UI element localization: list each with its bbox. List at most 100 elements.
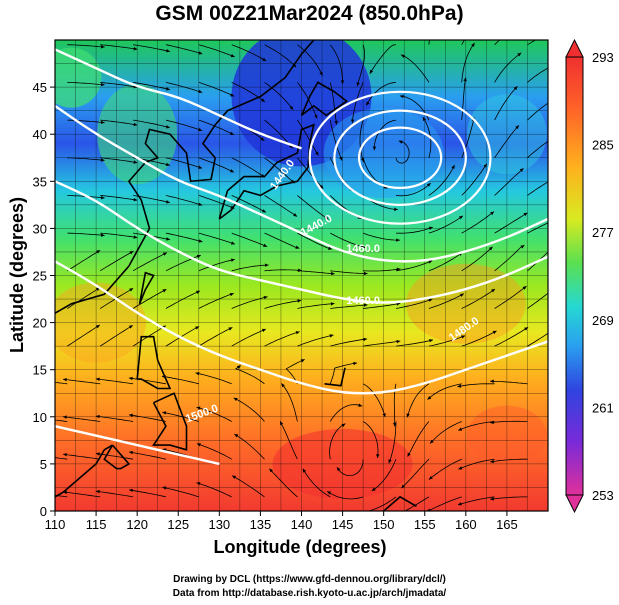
streamline — [527, 181, 548, 196]
streamline-arrow — [429, 338, 433, 343]
streamline-arrow — [315, 151, 319, 156]
streamline-arrow — [339, 156, 343, 161]
streamline — [527, 332, 548, 347]
streamline — [196, 482, 232, 498]
streamline — [527, 140, 548, 159]
streamline-arrow — [264, 263, 269, 267]
streamline-arrow — [30, 453, 34, 456]
streamline-arrow — [63, 415, 67, 419]
contour-line — [55, 260, 548, 395]
streamline-arrow — [428, 260, 433, 264]
streamline-arrow — [261, 209, 266, 213]
streamline — [297, 195, 329, 220]
streamline-arrow — [263, 295, 268, 300]
coastline — [138, 271, 155, 305]
streamline — [100, 232, 138, 238]
streamline-arrow — [100, 120, 105, 125]
streamline — [95, 490, 134, 498]
x-tick-label: 130 — [208, 517, 230, 532]
streamline — [362, 383, 386, 418]
streamline — [198, 44, 235, 58]
streamline-arrow — [363, 303, 368, 307]
y-axis-ticks: 0 5 10 15 20 25 30 35 40 45 — [33, 80, 55, 519]
contour-line — [55, 180, 548, 304]
streamline — [231, 82, 266, 103]
streamline-arrow — [228, 327, 233, 331]
streamline — [264, 82, 294, 111]
streamline-arrow — [520, 245, 525, 249]
streamline — [297, 44, 323, 76]
streamline-arrow — [100, 233, 105, 237]
streamline-arrow — [229, 131, 234, 135]
streamline-arrow — [336, 467, 341, 472]
streamline — [461, 246, 493, 272]
streamline — [461, 77, 467, 121]
streamline-arrow — [394, 207, 398, 211]
streamline-arrow — [398, 140, 403, 144]
streamline-arrow — [129, 251, 134, 255]
streamline — [67, 324, 101, 347]
colorbar-label: 293 — [592, 50, 614, 65]
streamline — [281, 383, 298, 422]
streamline-arrow — [230, 93, 235, 97]
streamline-arrow — [198, 202, 203, 206]
streamline-arrow — [485, 16, 489, 19]
streamline-arrow — [100, 82, 105, 87]
coastline — [55, 40, 315, 314]
streamline — [351, 82, 364, 124]
streamline — [362, 421, 379, 459]
streamline — [363, 268, 401, 272]
y-tick-label: 45 — [33, 80, 47, 95]
streamline — [388, 421, 397, 464]
streamline-arrow — [162, 411, 167, 415]
streamline — [490, 380, 528, 385]
streamline-arrow — [340, 80, 345, 85]
coastline — [383, 495, 417, 511]
streamline-arrow — [396, 339, 401, 344]
streamline — [330, 338, 368, 347]
streamline-arrow — [341, 423, 346, 428]
streamline-arrow — [234, 434, 239, 438]
streamline — [198, 195, 235, 209]
streamline — [428, 293, 465, 309]
streamline — [494, 212, 528, 234]
streamline-arrow — [261, 328, 266, 333]
streamline-arrow — [260, 98, 265, 102]
streamline-arrow — [553, 245, 557, 248]
streamline — [490, 496, 528, 500]
credit-data-source: Data from http://database.rish.kyoto-u.a… — [172, 588, 447, 599]
streamline-arrow — [198, 51, 203, 55]
streamline-arrow — [555, 97, 559, 100]
streamline — [395, 339, 434, 347]
streamline — [458, 421, 495, 431]
streamline-arrow — [198, 165, 203, 169]
streamline-arrow — [196, 254, 201, 259]
streamline-arrow — [198, 127, 203, 132]
streamline-arrow — [196, 482, 201, 486]
streamline — [494, 244, 525, 272]
streamline-arrow — [492, 330, 497, 335]
streamline — [285, 359, 305, 384]
streamline — [428, 335, 466, 347]
colorbar-labels: 293 285 277 269 261 253 — [592, 50, 614, 503]
streamline-arrow — [129, 288, 134, 292]
streamline-arrow — [314, 114, 318, 119]
streamline-arrow — [459, 293, 464, 297]
streamline — [196, 443, 232, 460]
streamline — [428, 215, 464, 234]
streamline-arrow — [524, 327, 529, 331]
y-tick-label: 15 — [33, 363, 47, 378]
streamline-arrow — [430, 439, 434, 444]
streamline — [55, 494, 68, 498]
streamline — [336, 459, 364, 477]
streamline-arrow — [230, 241, 235, 245]
streamline-arrow — [400, 54, 405, 58]
streamline-arrow — [133, 235, 138, 239]
streamline — [165, 44, 203, 55]
streamline — [195, 372, 232, 385]
coastline — [300, 81, 349, 117]
streamline — [427, 496, 462, 511]
x-tick-label: 135 — [250, 517, 272, 532]
streamline — [297, 232, 333, 250]
